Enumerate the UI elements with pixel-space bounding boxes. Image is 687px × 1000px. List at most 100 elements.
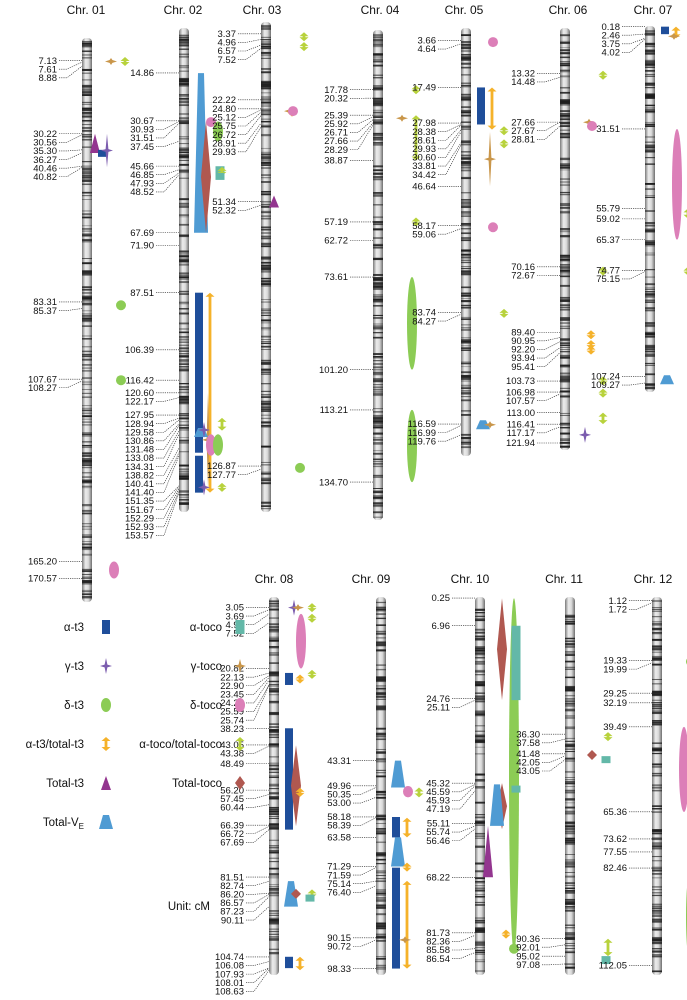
marker-position: 90.15	[327, 933, 351, 944]
marker-position: 13.32	[511, 69, 535, 80]
qtl-ratio-t3	[402, 817, 412, 838]
marker-position: 36.30	[516, 729, 540, 740]
chromosome-bands	[376, 601, 386, 970]
marker-position: 108.01	[215, 978, 244, 989]
qtl-a-t3	[477, 87, 485, 125]
marker-position: 58.39	[327, 821, 351, 832]
chromosome-title: Chr. 07	[634, 3, 673, 17]
marker-position: 75.14	[327, 879, 351, 890]
qtl-ratio-toco	[598, 70, 608, 80]
qtl-total-toco	[291, 745, 301, 827]
qtl-ratio-toco	[217, 482, 227, 492]
legend-swatch	[235, 698, 245, 712]
qtl-total-ve	[391, 837, 405, 867]
qtl-ratio-toco	[414, 787, 424, 798]
marker-position: 4.96	[218, 38, 237, 49]
marker-position: 76.40	[327, 887, 351, 898]
marker-position: 46.64	[412, 182, 436, 193]
qtl-ratio-t3	[295, 674, 305, 684]
chromosome-bands	[373, 34, 383, 518]
marker-position: 73.61	[324, 272, 348, 283]
marker-position: 34.42	[412, 170, 436, 181]
marker-position: 22.90	[220, 681, 244, 692]
qtl-ratio-t3	[586, 330, 596, 340]
marker-position: 81.51	[220, 872, 244, 883]
marker-position: 42.05	[516, 758, 540, 769]
marker-position: 55.79	[596, 204, 620, 215]
marker-position: 37.58	[516, 738, 540, 749]
marker-position: 71.90	[130, 241, 154, 252]
marker-position: 7.52	[218, 55, 237, 66]
marker-position: 4.02	[602, 48, 621, 59]
legend-label: γ-toco	[191, 661, 222, 673]
qtl-g-t3	[198, 422, 210, 439]
marker-position: 128.94	[125, 419, 154, 430]
qtl-g-toco	[484, 421, 496, 429]
marker-position: 28.29	[324, 145, 348, 156]
qtl-d-t3	[116, 375, 126, 386]
qtl-d-toco	[109, 561, 119, 579]
marker-labels: 7.137.618.88 30.2230.5635.3036.2740.4640.…	[28, 56, 83, 585]
marker-position: 103.73	[506, 376, 535, 387]
marker-position: 7.52	[226, 628, 245, 639]
marker-position: 41.48	[516, 749, 540, 760]
chromosome-title: Chr. 04	[361, 3, 400, 17]
marker-position: 127.95	[125, 410, 154, 421]
marker-position: 45.66	[130, 161, 154, 172]
chromosome-bands	[565, 614, 575, 969]
marker-position: 59.02	[596, 214, 620, 225]
qtl-g-t3	[198, 479, 210, 496]
marker-position: 95.02	[516, 951, 540, 962]
qtl-marks	[587, 732, 613, 965]
marker-position: 119.76	[408, 436, 436, 447]
marker-position: 29.25	[603, 688, 627, 699]
marker-position: 95.41	[511, 362, 535, 373]
legend-swatch	[100, 658, 112, 674]
marker-position: 6.96	[432, 621, 451, 632]
marker-position: 67.69	[130, 228, 154, 239]
chromosome-title: Chr. 10	[451, 572, 490, 586]
marker-position: 56.46	[426, 836, 450, 847]
chromosome-body	[376, 597, 386, 975]
qtl-a-toco	[511, 625, 521, 701]
marker-position: 109.27	[591, 380, 620, 391]
qtl-a-toco	[305, 894, 315, 902]
marker-position: 116.59	[408, 419, 436, 430]
marker-position: 57.19	[324, 217, 348, 228]
marker-position: 25.92	[324, 119, 348, 130]
qtl-marks	[269, 32, 309, 473]
marker-position: 22.22	[212, 95, 236, 106]
marker-position: 152.93	[125, 522, 154, 533]
qtl-ratio-toco	[598, 412, 608, 425]
marker-position: 92.20	[511, 345, 535, 356]
marker-position: 86.57	[220, 898, 244, 909]
legend-item-total-ve: Total-VE	[43, 815, 113, 831]
legend-swatch	[235, 737, 245, 751]
qtl-marks	[679, 658, 687, 946]
qtl-d-t3	[509, 943, 519, 954]
qtl-total-ve	[284, 881, 298, 907]
marker-position: 0.25	[432, 593, 451, 604]
legend-swatch	[102, 620, 110, 634]
marker-position: 56.20	[220, 785, 244, 796]
chromosome-body	[461, 28, 471, 456]
marker-position: 116.41	[507, 419, 535, 430]
qtl-ratio-t3	[402, 862, 412, 872]
marker-position: 113.21	[320, 405, 348, 416]
marker-position: 74.77	[596, 266, 620, 277]
marker-position: 27.66	[511, 117, 535, 128]
qtl-a-t3	[392, 867, 400, 969]
legend-label: δ-toco	[190, 700, 222, 712]
qtl-total-toco	[291, 888, 301, 899]
marker-position: 45.59	[426, 787, 450, 798]
marker-position: 106.08	[215, 961, 244, 972]
legend-swatch	[235, 620, 245, 634]
marker-position: 112.05	[599, 961, 627, 972]
marker-position: 151.35	[125, 496, 154, 507]
